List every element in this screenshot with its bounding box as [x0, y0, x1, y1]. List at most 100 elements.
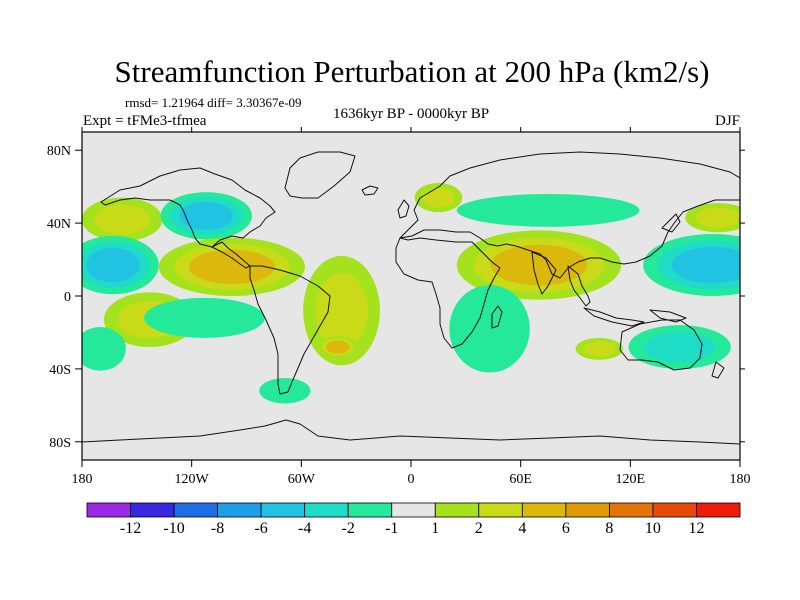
colorbar-swatch [391, 502, 436, 518]
colorbar-swatch [565, 502, 610, 518]
contour-fill [671, 246, 740, 284]
contour-fill [259, 378, 311, 404]
anomaly-s-atlantic-high [303, 255, 380, 366]
contour-fill [449, 285, 530, 373]
colorbar-label: -12 [120, 520, 141, 537]
y-tick-label: 40S [49, 363, 71, 378]
colorbar-swatch [652, 502, 697, 518]
colorbar-swatch [86, 502, 131, 518]
colorbar-swatch [434, 502, 480, 518]
anomaly-w-pacific-low [643, 234, 740, 296]
anomaly-eurasia-low [456, 193, 640, 227]
anomaly-s-asia-high [456, 230, 622, 300]
colorbar-swatch [260, 502, 306, 518]
contour-fill [94, 204, 150, 235]
anomaly-contours [82, 183, 740, 404]
colorbar-label: 4 [518, 520, 526, 537]
coast-greenland [284, 151, 356, 199]
colorbar-swatch [173, 502, 218, 518]
colorbar-label: 8 [605, 520, 613, 537]
y-tick-label: 40N [47, 217, 71, 232]
x-tick-label: 120W [175, 472, 210, 487]
x-tick-label: 180 [730, 472, 751, 487]
anomaly-ne-pacific-high [82, 197, 163, 242]
x-tick-label: 180 [72, 472, 93, 487]
x-tick-label: 120E [616, 472, 646, 487]
colorbar-swatch [696, 502, 741, 518]
y-tick-label: 80N [47, 144, 71, 159]
experiment-label: Expt = tFMe3-tfmea [83, 113, 207, 129]
anomaly-nw-pacific-high [685, 203, 740, 233]
anomaly-patagonia-low [259, 378, 311, 404]
colorbar-label: 6 [562, 520, 570, 537]
y-tick-label: 0 [64, 290, 71, 305]
contour-fill [82, 326, 126, 371]
colorbar-label: -4 [298, 520, 311, 537]
colorbar: -12 -10 -8 -6 -4 -2 -1 1 2 4 6 8 10 12 [86, 502, 741, 537]
coast-new-zealand [711, 361, 725, 379]
anomaly-n-america-low [160, 192, 252, 240]
anomaly-indian-ocean-low [449, 285, 530, 373]
colorbar-swatch [217, 502, 262, 518]
contour-fill [315, 272, 369, 349]
season-label: DJF [715, 113, 740, 129]
colorbar-label: -2 [342, 520, 355, 537]
coast-britain [397, 199, 410, 219]
colorbar-label: -1 [385, 520, 398, 537]
colorbar-swatch [478, 502, 523, 518]
axis-ticks: 180 120W 60W 0 60E 120E 180 80N 40N 0 40S 80S [47, 127, 751, 487]
colorbar-label: 2 [475, 520, 483, 537]
colorbar-swatch [347, 502, 393, 518]
colorbar-swatch [130, 502, 175, 518]
contour-fill [422, 187, 455, 208]
contour-fill [179, 201, 234, 230]
stats-label: rmsd= 1.21964 diff= 3.30367e-09 [125, 95, 302, 110]
map-area [81, 131, 741, 461]
chart-title: Streamfunction Perturbation at 200 hPa (… [115, 54, 710, 89]
contour-fill [695, 207, 740, 228]
coast-japan [661, 213, 681, 233]
colorbar-swatch [609, 502, 654, 518]
y-tick-label: 80S [49, 436, 71, 451]
anomaly-argentina-high [317, 336, 358, 358]
contour-fill [582, 341, 616, 357]
colorbar-label: 1 [431, 520, 439, 537]
coast-iceland [361, 185, 379, 196]
coast-madagascar [491, 305, 503, 329]
colorbar-label: -10 [163, 520, 184, 537]
coastline-lines [82, 151, 740, 445]
coast-africa [395, 237, 501, 349]
anomaly-e-pacific-low [144, 297, 265, 338]
contour-fill [326, 340, 350, 354]
contour-fill [188, 249, 275, 284]
x-tick-label: 60E [509, 472, 532, 487]
coast-south-america [249, 265, 331, 395]
period-label: 1636kyr BP - 0000kyr BP [333, 106, 489, 122]
colorbar-label: 10 [645, 520, 661, 537]
coast-southeast-asia [567, 265, 591, 307]
anomaly-australia-low [628, 325, 731, 369]
contour-fill [490, 244, 588, 286]
x-tick-label: 0 [408, 472, 415, 487]
colorbar-swatch [521, 502, 567, 518]
coast-new-guinea [649, 309, 687, 323]
contour-fill [456, 193, 640, 227]
contour-fill [644, 331, 715, 363]
coast-indonesia [583, 307, 645, 327]
anomaly-far-s-pacific-low [82, 326, 126, 371]
contour-fill [144, 297, 265, 338]
colorbar-swatch [304, 502, 349, 518]
colorbar-label: -6 [254, 520, 267, 537]
coast-antarctica [82, 419, 740, 445]
coast-india [531, 251, 557, 295]
anomaly-mexico-high [158, 237, 305, 296]
coast-eurasia [399, 151, 740, 279]
anomaly-central-pacific-low [82, 235, 159, 295]
contour-fill [86, 247, 140, 283]
x-tick-label: 60W [288, 472, 316, 487]
colorbar-label: -8 [211, 520, 224, 537]
map-background [82, 132, 740, 460]
anomaly-europe-high [414, 183, 463, 213]
coast-north-america [100, 167, 276, 248]
